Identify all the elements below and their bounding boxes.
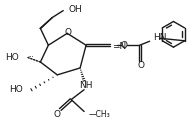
Text: HN: HN — [154, 33, 167, 42]
Text: HO: HO — [9, 85, 23, 94]
Text: —CH₃: —CH₃ — [89, 110, 111, 119]
Text: O: O — [137, 61, 144, 71]
Text: O: O — [65, 28, 72, 37]
Text: OH: OH — [68, 5, 82, 14]
Text: NH: NH — [79, 81, 93, 90]
Text: =N: =N — [112, 42, 126, 51]
Text: HO: HO — [5, 53, 19, 62]
Text: O: O — [54, 110, 61, 119]
Text: O: O — [120, 41, 127, 50]
Text: ···: ··· — [28, 54, 34, 60]
